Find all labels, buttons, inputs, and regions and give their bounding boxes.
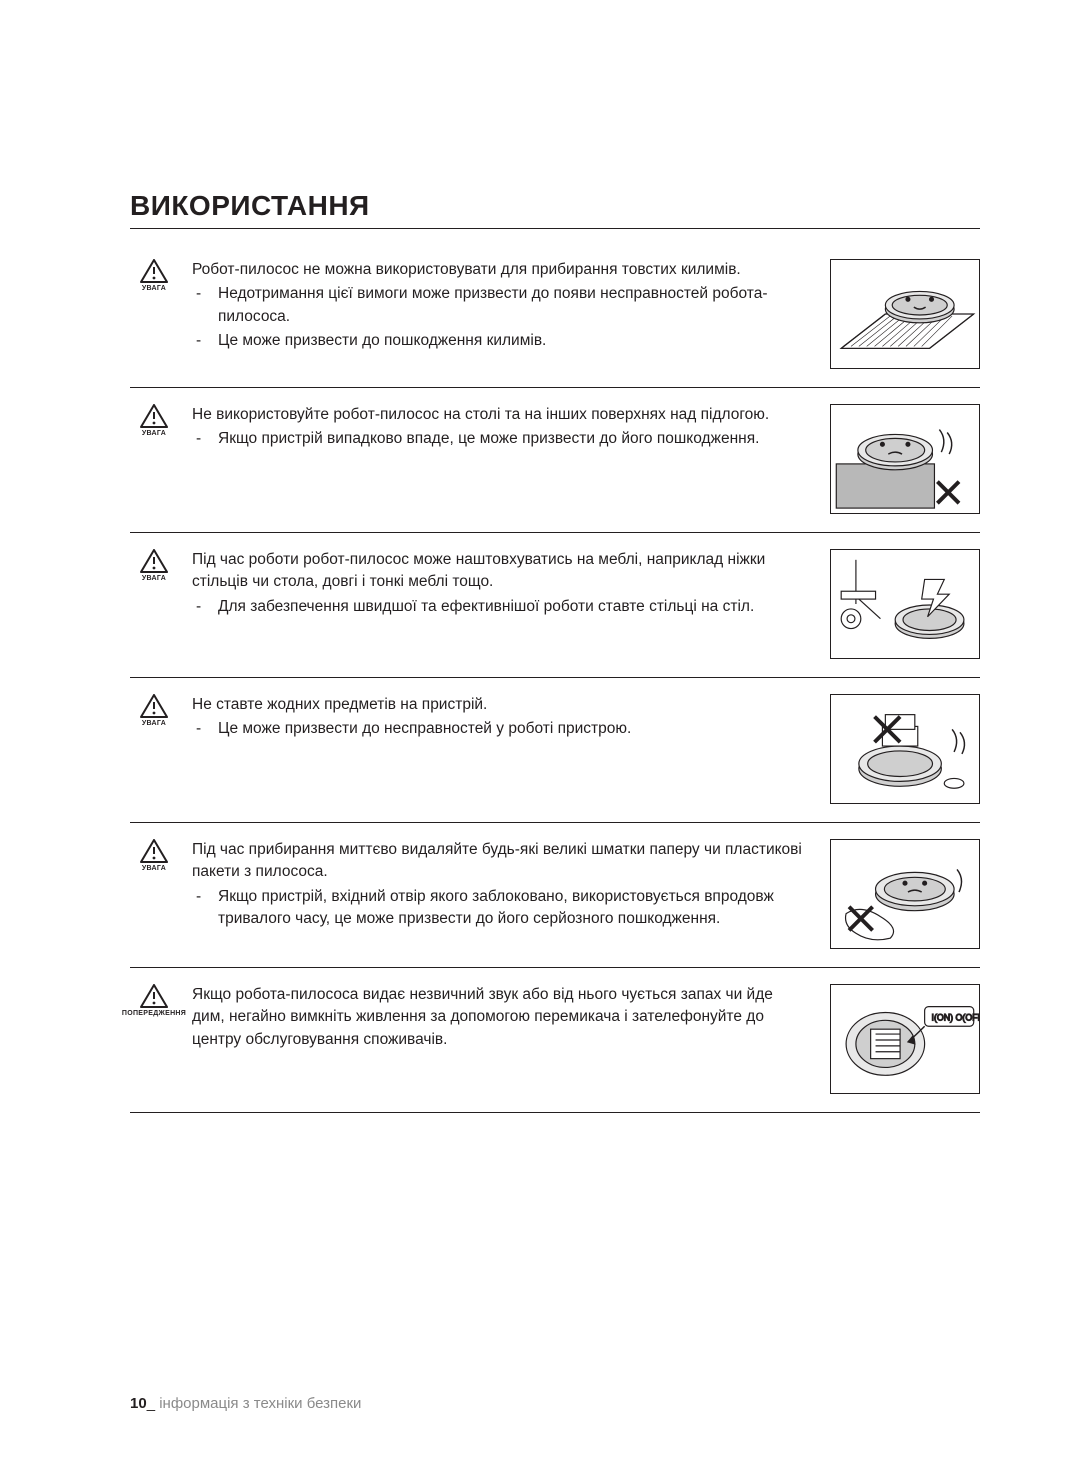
lead-text: Під час роботи робот-пилосос може наштов… (192, 549, 806, 594)
caution-icon (140, 404, 168, 428)
icon-column: УВАГА (130, 404, 178, 514)
caution-label: УВАГА (142, 865, 166, 872)
bullet-item: Якщо пристрій, вхідний отвір якого забло… (218, 886, 806, 931)
caution-label: УВАГА (142, 430, 166, 437)
page-title: ВИКОРИСТАННЯ (130, 190, 980, 222)
bullet-item: Якщо пристрій випадково впаде, це може п… (218, 428, 806, 450)
text-column: Під час роботи робот-пилосос може наштов… (192, 549, 816, 659)
illustration (830, 694, 980, 804)
illustration (830, 549, 980, 659)
bullet-item: Це може призвести до несправностей у роб… (218, 718, 806, 740)
caution-label: УВАГА (142, 720, 166, 727)
title-rule (130, 228, 980, 229)
text-column: Якщо робота-пилососа видає незвичний зву… (192, 984, 816, 1094)
illustration: I(ON) O(OFF) (830, 984, 980, 1094)
bullet-list: Якщо пристрій, вхідний отвір якого забло… (192, 886, 806, 931)
caution-section: УВАГА Робот-пилосос не можна використову… (130, 243, 980, 388)
caution-label: УВАГА (142, 575, 166, 582)
bullet-list: Якщо пристрій випадково впаде, це може п… (192, 428, 806, 450)
warning-section: ПОПЕРЕДЖЕННЯ Якщо робота-пилососа видає … (130, 968, 980, 1113)
svg-text:I(ON) O(OFF): I(ON) O(OFF) (932, 1012, 979, 1022)
icon-column: УВАГА (130, 259, 178, 369)
lead-text: Якщо робота-пилососа видає незвичний зву… (192, 984, 806, 1051)
icon-column: УВАГА (130, 549, 178, 659)
bullet-list: Недотримання цієї вимоги може призвести … (192, 283, 806, 352)
bullet-item: Для забезпечення швидшої та ефективнішої… (218, 596, 806, 618)
caution-icon (140, 259, 168, 283)
icon-column: УВАГА (130, 839, 178, 949)
bullet-list: Для забезпечення швидшої та ефективнішої… (192, 596, 806, 618)
caution-section: УВАГА Під час прибирання миттєво видаляй… (130, 823, 980, 968)
bullet-item: Це може призвести до пошкодження килимів… (218, 330, 806, 352)
caution-icon (140, 839, 168, 863)
lead-text: Не ставте жодних предметів на пристрій. (192, 694, 806, 716)
text-column: Під час прибирання миттєво видаляйте буд… (192, 839, 816, 949)
text-column: Робот-пилосос не можна використовувати д… (192, 259, 816, 369)
illustration (830, 839, 980, 949)
icon-column: ПОПЕРЕДЖЕННЯ (130, 984, 178, 1094)
text-column: Не використовуйте робот-пилосос на столі… (192, 404, 816, 514)
warning-icon (140, 984, 168, 1008)
lead-text: Робот-пилосос не можна використовувати д… (192, 259, 806, 281)
caution-icon (140, 694, 168, 718)
caution-section: УВАГА Не ставте жодних предметів на прис… (130, 678, 980, 823)
icon-column: УВАГА (130, 694, 178, 804)
illustration (830, 259, 980, 369)
caution-section: УВАГА Не використовуйте робот-пилосос на… (130, 388, 980, 533)
lead-text: Не використовуйте робот-пилосос на столі… (192, 404, 806, 426)
illustration (830, 404, 980, 514)
caution-section: УВАГА Під час роботи робот-пилосос може … (130, 533, 980, 678)
caution-label: УВАГА (142, 285, 166, 292)
caution-icon (140, 549, 168, 573)
footer-sep: _ (147, 1395, 160, 1412)
page-number: 10 (130, 1395, 147, 1412)
bullet-item: Недотримання цієї вимоги може призвести … (218, 283, 806, 328)
footer-text: інформація з техніки безпеки (159, 1395, 361, 1412)
bullet-list: Це може призвести до несправностей у роб… (192, 718, 806, 740)
text-column: Не ставте жодних предметів на пристрій. … (192, 694, 816, 804)
lead-text: Під час прибирання миттєво видаляйте буд… (192, 839, 806, 884)
page-footer: 10_ інформація з техніки безпеки (130, 1395, 361, 1412)
warning-label: ПОПЕРЕДЖЕННЯ (122, 1010, 186, 1017)
